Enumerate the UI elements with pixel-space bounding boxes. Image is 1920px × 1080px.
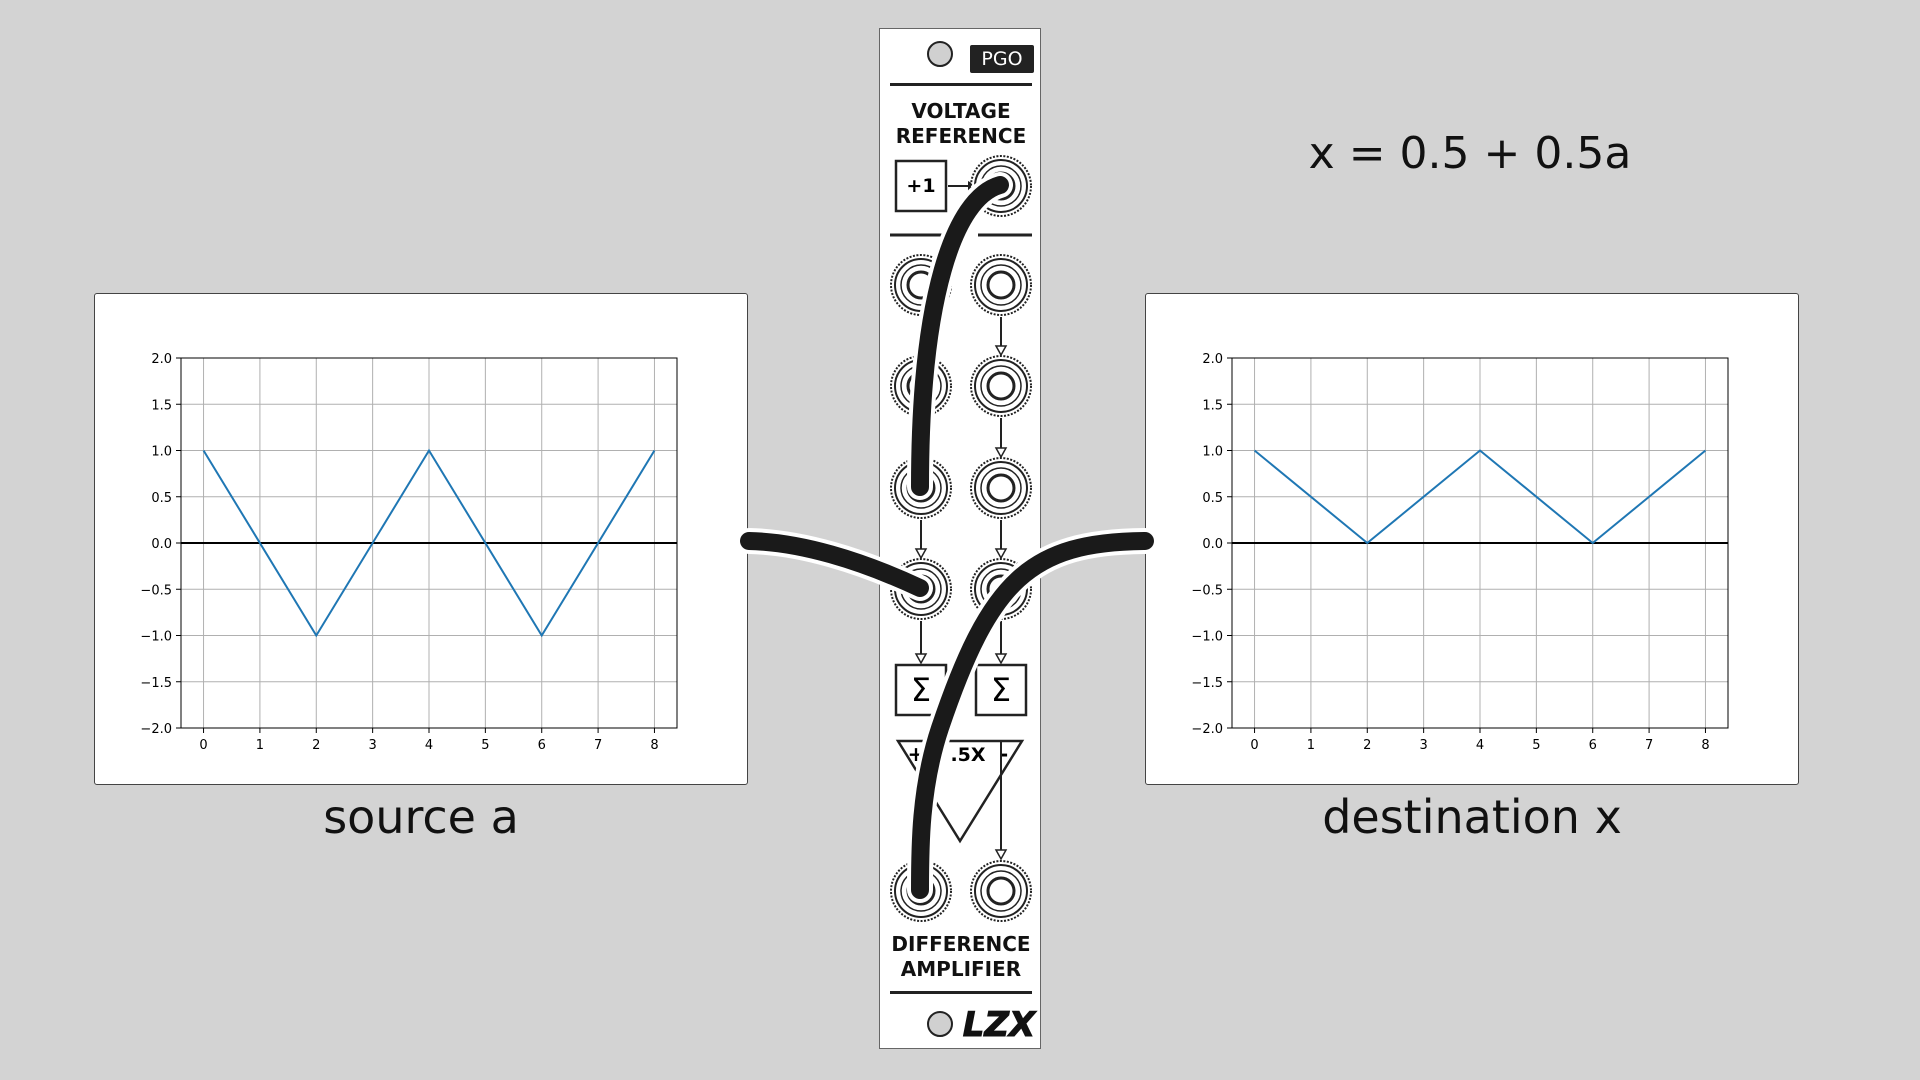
plus-one-label: +1 bbox=[906, 175, 935, 197]
screw-bottom bbox=[927, 1011, 953, 1037]
destination-plot: 0 1 2 3 4 5 6 7 8 2.0 1.5 1.0 0.5 0.0 −0.5 −1.0 −1.5 −2.0 bbox=[1191, 352, 1729, 753]
equation-label: x = 0.5 + 0.5a bbox=[1308, 128, 1632, 179]
divider bbox=[890, 83, 1032, 86]
y-tick-label: −1.0 bbox=[140, 630, 172, 645]
jack-right-2[interactable] bbox=[970, 355, 1032, 417]
x-tick-label: 4 bbox=[1476, 738, 1484, 753]
x-tick-label: 1 bbox=[256, 738, 264, 753]
y-tick-label: −0.5 bbox=[1191, 583, 1223, 598]
series-line bbox=[202, 448, 656, 638]
x-tick-label: 2 bbox=[1363, 738, 1371, 753]
y-tick-label: 0.5 bbox=[1202, 491, 1223, 506]
y-tick-label: 1.5 bbox=[151, 398, 172, 413]
difference-label-line1: DIFFERENCE bbox=[891, 932, 1031, 956]
signal-arrow bbox=[994, 520, 1008, 560]
jack-left-4[interactable] bbox=[890, 558, 952, 620]
destination-plot-card: 0 1 2 3 4 5 6 7 8 2.0 1.5 1.0 0.5 0.0 −0.5 −1.0 −1.5 −2.0 bbox=[1145, 293, 1799, 785]
y-tick-label: −0.5 bbox=[140, 583, 172, 598]
y-tick-label: −2.0 bbox=[140, 722, 172, 737]
y-tick-label: −1.0 bbox=[1191, 630, 1223, 645]
x-tick-label: 7 bbox=[1645, 738, 1653, 753]
lzx-logo: LZX bbox=[962, 1005, 1037, 1046]
amp-gain-label: .5X bbox=[950, 744, 985, 766]
sigma-left: Σ bbox=[911, 671, 931, 709]
source-plot: 0 1 2 3 4 5 6 7 8 2.0 1.5 1.0 0.5 0.0 −0.5 −1.0 −1.5 −2.0 bbox=[140, 352, 678, 753]
x-tick-label: 8 bbox=[650, 738, 658, 753]
voltage-label-line2: REFERENCE bbox=[895, 124, 1027, 148]
screw-top bbox=[927, 41, 953, 67]
y-tick-label: 0.0 bbox=[1202, 537, 1223, 552]
logo-text: LZX bbox=[963, 1005, 1037, 1045]
x-tick-label: 6 bbox=[1589, 738, 1597, 753]
plot-frame bbox=[1231, 357, 1729, 729]
amp-plus-sign: + bbox=[908, 742, 925, 766]
x-tick-label: 5 bbox=[481, 738, 489, 753]
signal-arrow bbox=[994, 317, 1008, 357]
x-tick-label: 0 bbox=[199, 738, 207, 753]
x-tick-label: 6 bbox=[538, 738, 546, 753]
source-plot-card: 0 1 2 3 4 5 6 7 8 2.0 1.5 1.0 0.5 0.0 −0.5 −1.0 −1.5 −2.0 bbox=[94, 293, 748, 785]
difference-label-line2: AMPLIFIER bbox=[900, 957, 1022, 981]
brand-badge: PGO bbox=[970, 45, 1034, 73]
jack-voltage-ref-out[interactable] bbox=[970, 155, 1032, 217]
signal-arrow bbox=[914, 621, 928, 665]
signal-arrow bbox=[994, 621, 1008, 665]
x-tick-label: 0 bbox=[1250, 738, 1258, 753]
voltage-label-line1: VOLTAGE bbox=[911, 99, 1011, 123]
jack-left-1[interactable] bbox=[890, 254, 952, 316]
y-tick-label: 1.5 bbox=[1202, 398, 1223, 413]
y-tick-label: 2.0 bbox=[1202, 352, 1223, 367]
x-tick-label: 3 bbox=[368, 738, 376, 753]
y-tick-label: 1.0 bbox=[151, 445, 172, 460]
y-tick-label: 1.0 bbox=[1202, 445, 1223, 460]
jack-left-2[interactable] bbox=[890, 355, 952, 417]
destination-caption: destination x bbox=[1322, 790, 1622, 844]
plot-frame bbox=[180, 357, 678, 729]
y-tick-label: −1.5 bbox=[140, 676, 172, 691]
jack-amp-out[interactable] bbox=[970, 860, 1032, 922]
source-caption: source a bbox=[323, 790, 519, 844]
y-tick-label: 0.0 bbox=[151, 537, 172, 552]
x-tick-label: 1 bbox=[1307, 738, 1315, 753]
x-tick-label: 5 bbox=[1532, 738, 1540, 753]
y-tick-label: 0.5 bbox=[151, 491, 172, 506]
jack-right-1[interactable] bbox=[970, 254, 1032, 316]
jack-amp-in[interactable] bbox=[890, 860, 952, 922]
pgo-module-panel: PGO VOLTAGE REFERENCE DIFFERENCE AMPLIFI… bbox=[879, 28, 1041, 1049]
series-line bbox=[1253, 449, 1707, 545]
signal-arrow bbox=[994, 418, 1008, 459]
y-tick-label: −2.0 bbox=[1191, 722, 1223, 737]
y-tick-label: −1.5 bbox=[1191, 676, 1223, 691]
x-tick-label: 3 bbox=[1419, 738, 1427, 753]
jack-right-3[interactable] bbox=[970, 457, 1032, 519]
sigma-right: Σ bbox=[991, 671, 1011, 709]
module-graphics: +1 Σ Σ + .5X - LZX bbox=[890, 41, 1038, 1046]
x-tick-label: 7 bbox=[594, 738, 602, 753]
jack-right-4[interactable] bbox=[970, 558, 1032, 620]
jack-left-3[interactable] bbox=[890, 457, 952, 519]
x-tick-label: 4 bbox=[425, 738, 433, 753]
x-tick-label: 2 bbox=[312, 738, 320, 753]
x-tick-label: 8 bbox=[1701, 738, 1709, 753]
signal-arrow bbox=[914, 520, 928, 560]
y-tick-label: 2.0 bbox=[151, 352, 172, 367]
divider bbox=[890, 991, 1032, 994]
